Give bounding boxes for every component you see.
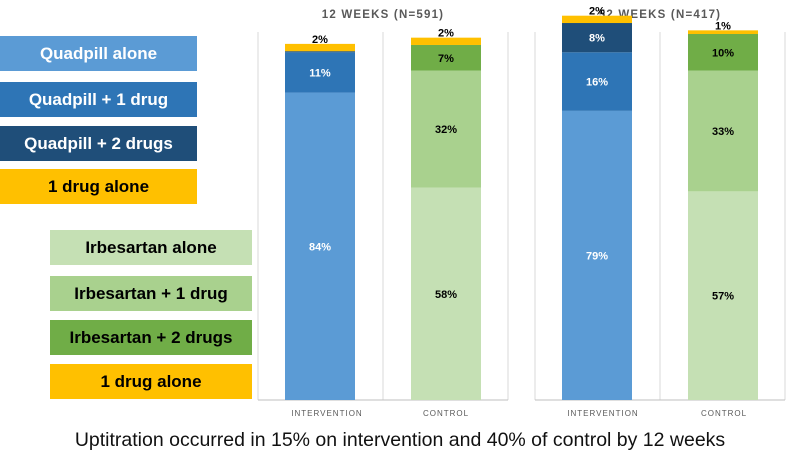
label-52w-control-3: 1%	[715, 20, 731, 32]
segment-52w-control-3	[688, 30, 758, 34]
bar-label-12w-intervention: INTERVENTION	[291, 409, 363, 418]
label-52w-intervention-2: 8%	[589, 33, 605, 45]
segment-52w-intervention-0	[562, 110, 632, 401]
segment-12w-intervention-3	[285, 43, 355, 52]
bar-label-52w-intervention: INTERVENTION	[567, 409, 639, 418]
segment-12w-intervention-1	[285, 52, 355, 93]
segment-52w-intervention-1	[562, 52, 632, 111]
label-52w-control-1: 33%	[712, 126, 734, 138]
legend-irbesartan-alone: Irbesartan alone	[50, 230, 252, 265]
legend-quadpill-plus-2-drugs: Quadpill + 2 drugs	[0, 126, 197, 161]
segment-12w-intervention-0	[285, 92, 355, 400]
legend-irbesartan-plus-2-drugs: Irbesartan + 2 drugs	[50, 320, 252, 355]
label-12w-control-3: 2%	[438, 28, 454, 40]
legend-quadpill-plus-1-drug: Quadpill + 1 drug	[0, 82, 197, 117]
segment-12w-control-1	[411, 70, 481, 188]
bar-label-12w-control: CONTROL	[422, 409, 470, 418]
legend-quadpill-1-drug-alone: 1 drug alone	[0, 169, 197, 204]
segment-52w-intervention-3	[562, 15, 632, 24]
label-12w-control-1: 32%	[435, 124, 457, 136]
label-12w-control-2: 7%	[438, 53, 454, 65]
legend-irbesartan-1-drug-alone: 1 drug alone	[50, 364, 252, 399]
segment-52w-control-1	[688, 70, 758, 192]
segment-52w-intervention-2	[562, 23, 632, 53]
label-52w-intervention-0: 79%	[586, 250, 608, 262]
label-52w-control-2: 10%	[712, 47, 734, 59]
segment-52w-control-0	[688, 191, 758, 400]
label-12w-control-0: 58%	[435, 289, 457, 301]
segment-12w-control-3	[411, 37, 481, 45]
label-52w-control-0: 57%	[712, 291, 734, 303]
label-12w-intervention-3: 2%	[312, 34, 328, 46]
bar-label-52w-control: CONTROL	[700, 409, 748, 418]
segment-12w-control-2	[411, 44, 481, 71]
legend-quadpill-alone: Quadpill alone	[0, 36, 197, 71]
slide-caption: Uptitration occurred in 15% on intervent…	[74, 429, 726, 451]
label-52w-intervention-3: 2%	[589, 6, 605, 18]
segment-52w-control-2	[688, 34, 758, 71]
label-12w-intervention-0: 84%	[309, 241, 331, 253]
segment-12w-control-0	[411, 187, 481, 400]
label-52w-intervention-1: 16%	[586, 77, 608, 89]
segment-12w-intervention-2	[285, 51, 355, 53]
label-12w-intervention-1: 11%	[309, 67, 331, 79]
panel-title-12-weeks: 12 WEEKS (N=591)	[321, 9, 445, 21]
legend-irbesartan-plus-1-drug: Irbesartan + 1 drug	[50, 276, 252, 311]
